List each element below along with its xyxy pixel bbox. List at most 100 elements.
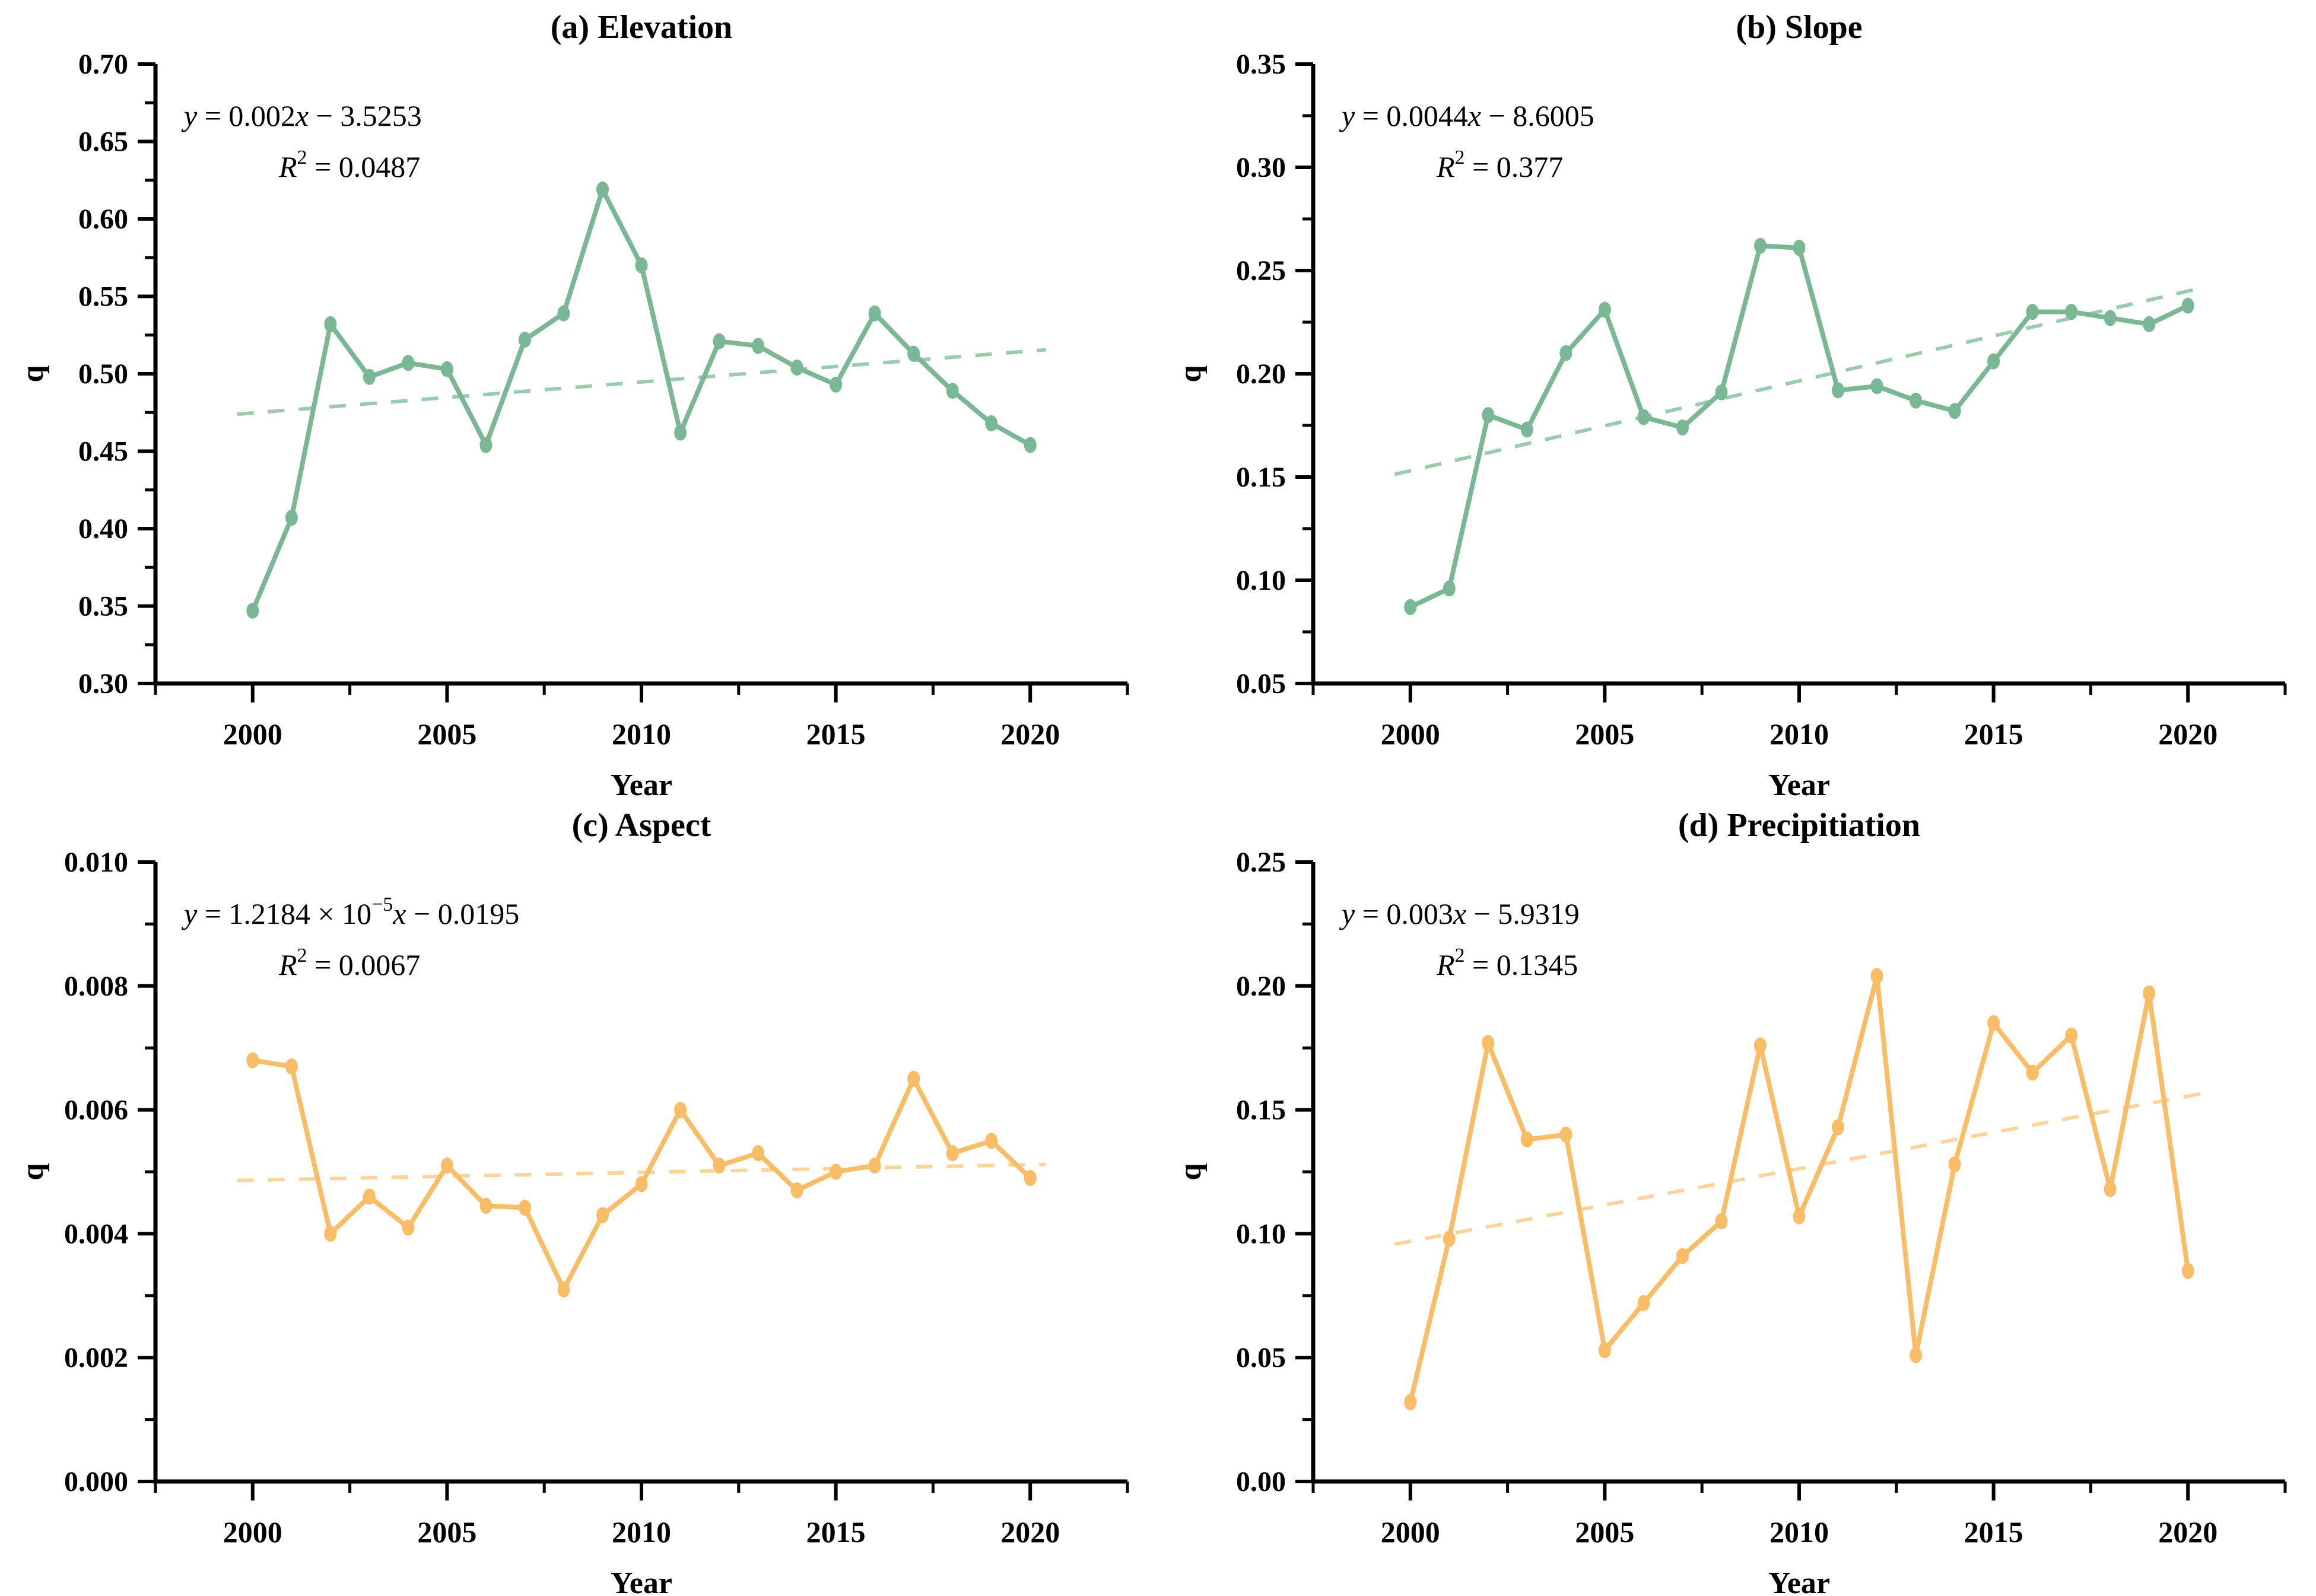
data-point-marker [1987, 1015, 2000, 1031]
data-point-marker [402, 1219, 415, 1236]
y-tick-label: 0.35 [78, 591, 128, 622]
data-point-marker [1024, 437, 1037, 453]
data-point-marker [1443, 580, 1456, 597]
data-point-marker [596, 1207, 609, 1223]
data-point-marker [907, 1070, 920, 1087]
data-point-marker [868, 1158, 881, 1174]
data-point-marker [363, 1188, 376, 1205]
y-tick-label: 0.10 [1236, 565, 1286, 596]
y-axis: 0.000 0.002 0.004 0.006 0.008 0.010 [64, 847, 155, 1498]
panel-aspect: (c) Aspect y = 1.2184 × 10−5x − 0.0195 R2 … [0, 798, 1158, 1596]
data-point-marker [1598, 1342, 1611, 1359]
trend-equation-label: y = 0.0044x − 8.6005 [1339, 99, 1594, 132]
x-tick-label: 2020 [2158, 717, 2217, 751]
data-point-marker [2026, 1064, 2039, 1081]
data-point-marker [1715, 1213, 1728, 1230]
r-squared-label: R2 = 0.377 [1436, 147, 1563, 183]
data-point-marker [440, 1158, 453, 1174]
y-tick-label: 0.25 [1236, 847, 1286, 878]
y-tick-label: 0.25 [1236, 255, 1286, 287]
data-point-marker [1559, 345, 1572, 361]
x-axis: 2000 2005 2010 2015 2020 [1311, 683, 2287, 751]
data-point-marker [1520, 421, 1533, 438]
x-tick-label: 2015 [1964, 1515, 2023, 1549]
data-point-marker [1482, 407, 1495, 424]
data-markers [1404, 237, 2194, 615]
r-squared-label: R2 = 0.1345 [1436, 945, 1578, 981]
data-point-marker [635, 1176, 648, 1193]
data-point-marker [1910, 1347, 1923, 1363]
data-point-marker [1520, 1131, 1533, 1148]
y-tick-label: 0.30 [78, 668, 128, 700]
data-line [250, 187, 1033, 613]
x-tick-label: 2020 [1000, 1515, 1060, 1549]
x-tick-label: 2005 [417, 717, 476, 751]
data-point-marker [830, 376, 843, 393]
x-tick-label: 2010 [612, 717, 671, 751]
data-point-marker [674, 424, 687, 441]
x-tick-label: 2015 [806, 717, 866, 751]
trend-line [237, 1162, 1046, 1182]
data-point-marker [1987, 353, 2000, 370]
y-axis: 0.00 0.05 0.10 0.15 0.20 0.25 [1236, 847, 1313, 1498]
y-axis: 0.30 0.35 0.40 0.45 0.50 0.55 0.60 0.65 0.70 [78, 49, 155, 700]
y-tick-label: 0.35 [1236, 49, 1286, 80]
r-squared-label: R2 = 0.0067 [278, 945, 420, 981]
trend-equation-label: y = 0.002x − 3.5253 [181, 99, 422, 132]
panel-precipitiation: (d) Precipitiation y = 0.003x − 5.9319 R2 … [1158, 798, 2315, 1596]
data-point-marker [2143, 985, 2156, 1002]
x-tick-label: 2015 [806, 1515, 866, 1549]
data-point-marker [985, 415, 998, 432]
y-tick-label: 0.40 [78, 513, 128, 545]
data-point-marker [1637, 409, 1650, 425]
y-tick-label: 0.05 [1236, 668, 1286, 700]
y-tick-label: 0.20 [1236, 971, 1286, 1002]
data-point-marker [790, 1182, 803, 1198]
y-tick-label: 0.008 [64, 971, 128, 1002]
x-tick-label: 2010 [612, 1515, 671, 1549]
data-point-marker [2181, 297, 2194, 314]
data-point-marker [1753, 237, 1767, 254]
x-tick-label: 2000 [223, 717, 282, 751]
data-point-marker [479, 1197, 493, 1214]
x-axis-title: Year [1768, 768, 1830, 798]
data-point-marker [246, 1052, 259, 1069]
data-point-marker [946, 1145, 959, 1162]
y-tick-label: 0.00 [1236, 1466, 1286, 1498]
data-point-marker [2143, 316, 2156, 332]
x-axis-title: Year [611, 768, 672, 798]
x-tick-label: 2000 [1381, 1515, 1440, 1549]
data-point-marker [713, 1158, 726, 1174]
x-tick-label: 2015 [1964, 717, 2023, 751]
data-markers [246, 181, 1037, 619]
chart-title: (d) Precipitiation [1678, 807, 1920, 844]
data-point-marker [1404, 599, 1417, 615]
data-point-marker [868, 305, 881, 322]
data-point-marker [1404, 1394, 1417, 1410]
data-point-marker [2104, 310, 2117, 326]
data-point-marker [1832, 1119, 1845, 1136]
trend-equation-label: y = 1.2184 × 10−5x − 0.0195 [181, 894, 519, 930]
data-point-marker [557, 305, 570, 322]
y-tick-label: 0.004 [64, 1218, 128, 1250]
y-axis-title: q [1174, 1163, 1208, 1180]
y-tick-label: 0.55 [78, 281, 128, 313]
x-tick-label: 2005 [417, 1515, 476, 1549]
y-tick-label: 0.70 [78, 49, 128, 80]
data-point-marker [985, 1133, 998, 1149]
x-tick-label: 2005 [1575, 1515, 1634, 1549]
panel-elevation: (a) Elevation y = 0.002x − 3.5253 R2 = 0.0… [0, 0, 1158, 798]
data-markers [1404, 968, 2194, 1410]
aspect-chart: (c) Aspect y = 1.2184 × 10−5x − 0.0195 R2 … [16, 807, 1129, 1596]
data-point-marker [479, 437, 493, 453]
data-point-marker [1793, 240, 1806, 256]
y-tick-label: 0.010 [64, 847, 128, 878]
chart-title: (c) Aspect [572, 807, 711, 844]
panel-slope: (b) Slope y = 0.0044x − 8.6005 R2 = 0.377 0… [1158, 0, 2315, 798]
y-tick-label: 0.30 [1236, 152, 1286, 183]
data-markers [246, 1052, 1037, 1298]
y-tick-label: 0.45 [78, 436, 128, 468]
y-axis-title: q [16, 365, 50, 382]
elevation-chart: (a) Elevation y = 0.002x − 3.5253 R2 = 0.0… [16, 9, 1129, 798]
data-point-marker [1676, 419, 1689, 435]
